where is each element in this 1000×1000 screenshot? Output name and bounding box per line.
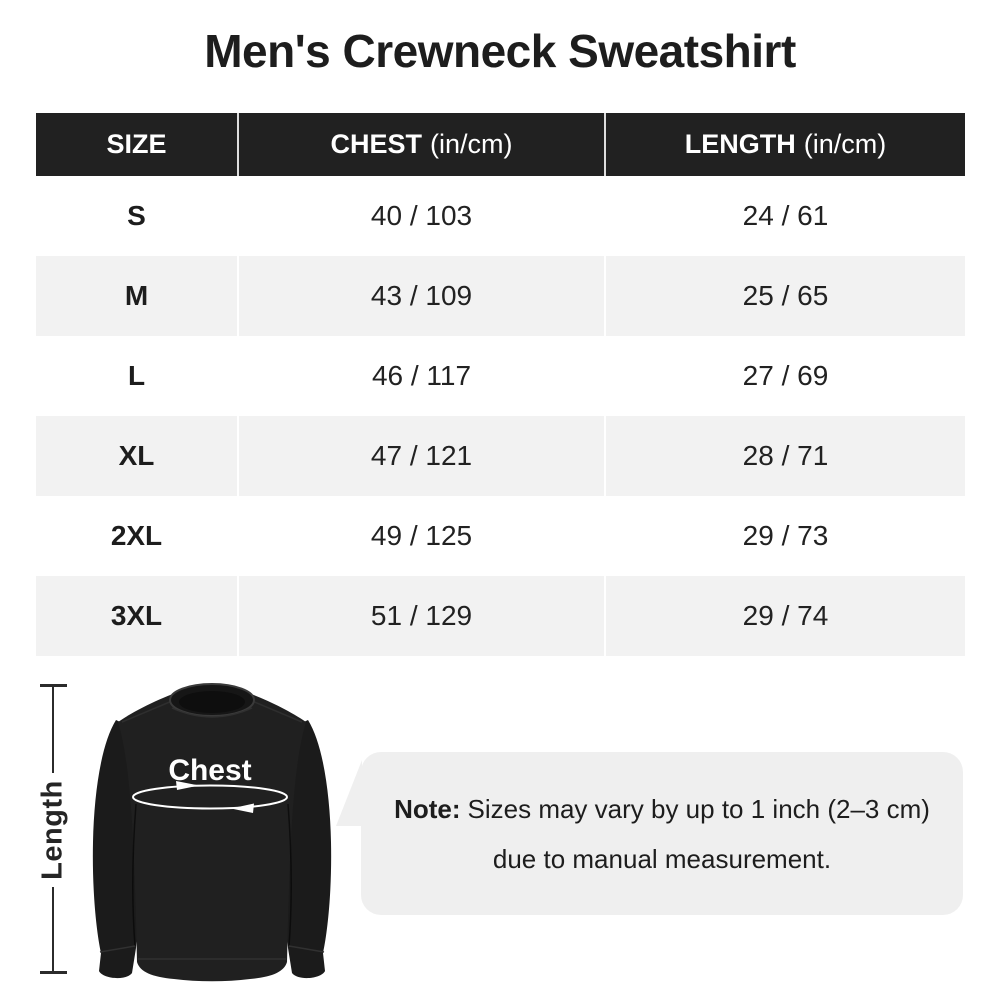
measure-line-segment bbox=[52, 887, 54, 971]
chest-measure-ellipse bbox=[132, 784, 288, 810]
table-row: 2XL 49 / 125 29 / 73 bbox=[36, 496, 965, 576]
page-title: Men's Crewneck Sweatshirt bbox=[204, 25, 796, 77]
measure-cap-top bbox=[40, 684, 67, 687]
column-header-unit: (in/cm) bbox=[430, 129, 513, 159]
note-bubble-tail bbox=[336, 760, 362, 826]
chest-cell: 47 / 121 bbox=[237, 416, 604, 496]
chest-cell: 43 / 109 bbox=[237, 256, 604, 336]
shoulder-seam bbox=[121, 700, 173, 723]
length-cell: 27 / 69 bbox=[604, 336, 965, 416]
sweatshirt-body bbox=[118, 688, 306, 982]
chest-cell: 46 / 117 bbox=[237, 336, 604, 416]
chest-cell: 40 / 103 bbox=[237, 176, 604, 256]
length-measure-line: Length bbox=[36, 684, 70, 974]
column-header-unit: (in/cm) bbox=[803, 129, 887, 159]
shoulder-seam bbox=[251, 700, 303, 723]
column-header-label: CHEST bbox=[330, 129, 422, 159]
length-cell: 25 / 65 bbox=[604, 256, 965, 336]
cuff-seam bbox=[99, 945, 136, 953]
table-row: M 43 / 109 25 / 65 bbox=[36, 256, 965, 336]
column-header-label: LENGTH bbox=[684, 129, 796, 159]
collar-rib bbox=[171, 707, 253, 718]
sleeve-seam bbox=[132, 803, 137, 947]
cuff-seam bbox=[288, 945, 325, 953]
sweatshirt-image: Chest bbox=[92, 683, 332, 982]
size-cell: 3XL bbox=[110, 600, 163, 631]
length-cell: 29 / 74 bbox=[604, 576, 965, 656]
table-header-row: SIZE CHEST (in/cm) LENGTH (in/cm) bbox=[36, 113, 965, 176]
chest-cell: 49 / 125 bbox=[237, 496, 604, 576]
table-row: 3XL 51 / 129 29 / 74 bbox=[36, 576, 965, 656]
size-cell: L bbox=[127, 360, 146, 391]
arrow-right-icon bbox=[176, 781, 199, 790]
size-cell: S bbox=[127, 200, 146, 231]
note-line-2: due to manual measurement. bbox=[492, 843, 832, 874]
length-cell: 28 / 71 bbox=[604, 416, 965, 496]
size-chart-table: SIZE CHEST (in/cm) LENGTH (in/cm) S 40 /… bbox=[36, 113, 965, 656]
note-bubble: Note: Sizes may vary by up to 1 inch (2–3… bbox=[336, 752, 963, 915]
measure-line-segment bbox=[52, 687, 54, 773]
column-header-chest: CHEST (in/cm) bbox=[237, 113, 604, 176]
note-line-1: Note: Sizes may vary by up to 1 inch (2–3… bbox=[394, 796, 930, 822]
sleeve-seam bbox=[287, 803, 292, 947]
column-header-length: LENGTH (in/cm) bbox=[604, 113, 965, 176]
table-row: S 40 / 103 24 / 61 bbox=[36, 176, 965, 256]
collar-opening bbox=[179, 691, 245, 713]
size-cell: 2XL bbox=[110, 520, 163, 551]
note-label: Note: bbox=[394, 793, 461, 824]
table-row: L 46 / 117 27 / 69 bbox=[36, 336, 965, 416]
chest-label: Chest bbox=[168, 754, 251, 787]
chest-cell: 51 / 129 bbox=[237, 576, 604, 656]
length-cell: 24 / 61 bbox=[604, 176, 965, 256]
column-header-label: SIZE bbox=[106, 129, 167, 159]
size-cell: M bbox=[124, 280, 149, 311]
table-row: XL 47 / 121 28 / 71 bbox=[36, 416, 965, 496]
measure-cap-bottom bbox=[40, 971, 67, 974]
length-cell: 29 / 73 bbox=[604, 496, 965, 576]
arrow-left-icon bbox=[231, 803, 254, 813]
note-text: Sizes may vary by up to 1 inch (2–3 cm) bbox=[467, 793, 930, 824]
column-header-size: SIZE bbox=[36, 113, 237, 176]
size-cell: XL bbox=[118, 440, 155, 471]
length-label: Length bbox=[36, 780, 69, 880]
